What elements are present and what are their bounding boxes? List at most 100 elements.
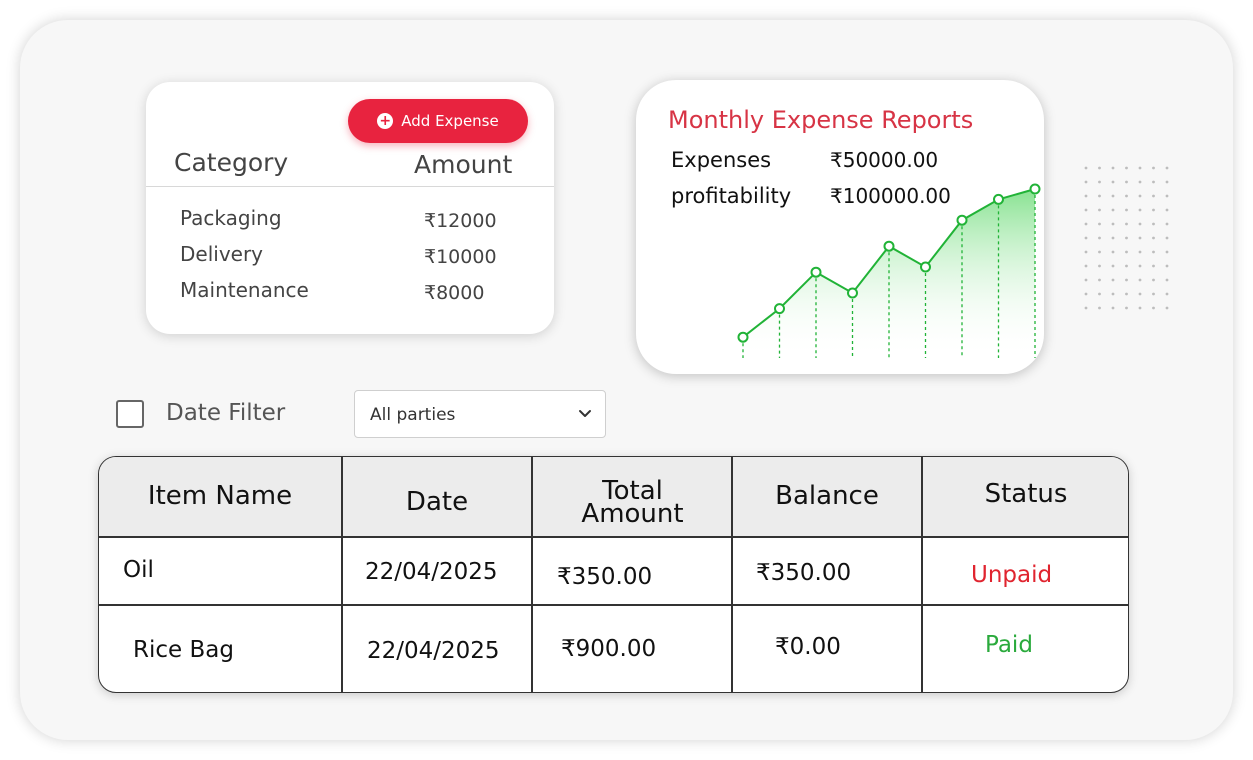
decorative-dot — [1138, 306, 1142, 310]
category-amount: ₹10000 — [424, 246, 497, 268]
status-cell: Paid — [985, 632, 1033, 658]
decorative-dot — [1111, 166, 1115, 170]
category-row: Packaging ₹12000 — [146, 206, 554, 240]
decorative-dot — [1152, 166, 1155, 170]
decorative-dot — [1098, 222, 1101, 226]
decorative-dot — [1111, 236, 1115, 240]
decorative-dot — [1165, 250, 1169, 254]
plus-circle-icon: + — [377, 113, 394, 129]
decorative-dot — [1165, 264, 1169, 268]
decorative-dot — [1084, 264, 1088, 268]
item-name-header: Item Name — [147, 481, 293, 511]
balance-cell: ₹350.00 — [756, 560, 852, 586]
category-amount: ₹8000 — [424, 282, 485, 304]
category-card: + Add Expense Category Amount Packaging … — [146, 82, 554, 334]
decorative-dot — [1165, 306, 1169, 310]
item-name-cell: Rice Bag — [133, 637, 234, 663]
decorative-dot — [1165, 278, 1169, 282]
decorative-dot — [1152, 292, 1155, 296]
decorative-dot — [1084, 208, 1088, 212]
decorative-dot — [1165, 236, 1169, 240]
status-header: Status — [984, 479, 1068, 509]
monthly-report-card: Monthly Expense Reports Expenses ₹50000.… — [636, 80, 1044, 374]
decorative-dot — [1111, 194, 1115, 198]
decorative-dot — [1084, 166, 1088, 170]
report-title: Monthly Expense Reports — [668, 106, 974, 134]
decorative-dot — [1084, 306, 1088, 310]
table-divider — [921, 457, 923, 692]
decorative-dot — [1165, 292, 1169, 296]
table-divider — [99, 604, 1128, 606]
total-amount-header: Total Amount — [533, 463, 732, 542]
decorative-dot — [1098, 194, 1101, 198]
decorative-dot — [1125, 194, 1128, 198]
chart-point — [810, 266, 822, 278]
decorative-dot — [1125, 166, 1128, 170]
profitability-value: ₹100000.00 — [830, 184, 951, 208]
decorative-dot — [1152, 250, 1155, 254]
decorative-dot — [1111, 222, 1115, 226]
total-amount-cell: ₹350.00 — [557, 564, 653, 590]
decorative-dot — [1084, 236, 1088, 240]
decorative-dot — [1111, 292, 1115, 296]
chart-point — [1029, 183, 1041, 195]
category-name: Packaging — [180, 206, 282, 230]
decorative-dot — [1152, 278, 1155, 282]
decorative-dot — [1084, 194, 1088, 198]
decorative-dot — [1098, 180, 1101, 184]
expense-trend-chart — [737, 183, 1041, 358]
decorative-dot — [1165, 222, 1169, 226]
decorative-dot — [1125, 292, 1128, 296]
decorative-dot — [1084, 250, 1088, 254]
decorative-dot — [1125, 278, 1128, 282]
party-select[interactable]: All parties — [354, 390, 606, 438]
category-row: Delivery ₹10000 — [146, 242, 554, 276]
total-amount-header-line1: Total — [602, 475, 663, 506]
decorative-dot — [1084, 222, 1088, 226]
category-name: Delivery — [180, 242, 264, 266]
decorative-dot — [1152, 180, 1155, 184]
amount-column-header: Amount — [414, 150, 513, 179]
decorative-dot — [1165, 208, 1169, 212]
decorative-dot — [1138, 264, 1142, 268]
date-filter-checkbox[interactable] — [116, 400, 144, 428]
decorative-dot — [1138, 166, 1142, 170]
chart-point — [847, 287, 858, 299]
decorative-dot — [1165, 180, 1169, 184]
item-name-cell: Oil — [123, 557, 154, 583]
decorative-dot — [1138, 292, 1142, 296]
decorative-dot — [1111, 180, 1115, 184]
table-divider — [99, 536, 1128, 538]
add-expense-label: Add Expense — [401, 112, 499, 130]
decorative-dot — [1152, 194, 1155, 198]
decorative-dot — [1165, 166, 1169, 170]
decorative-dot — [1125, 180, 1128, 184]
balance-cell: ₹0.00 — [775, 634, 841, 660]
decorative-dot — [1111, 264, 1115, 268]
decorative-dot — [1138, 236, 1142, 240]
decorative-dot — [1084, 278, 1088, 282]
decorative-dot — [1111, 306, 1115, 310]
status-cell: Unpaid — [971, 562, 1053, 588]
table-divider — [341, 457, 343, 692]
chart-point — [883, 240, 895, 252]
category-row: Maintenance ₹8000 — [146, 278, 554, 312]
chart-point — [993, 193, 1004, 205]
decorative-dot — [1152, 222, 1155, 226]
decorative-dot — [1165, 194, 1169, 198]
chart-point — [956, 214, 968, 226]
chart-point — [737, 331, 749, 343]
add-expense-button[interactable]: + Add Expense — [348, 99, 528, 143]
decorative-dot — [1138, 278, 1142, 282]
decorative-dot — [1138, 180, 1142, 184]
decorative-dot — [1125, 236, 1128, 240]
category-table-header: Category Amount — [146, 146, 554, 187]
decorative-dot-grid — [1084, 166, 1169, 310]
decorative-dot — [1125, 264, 1128, 268]
decorative-dot — [1084, 292, 1088, 296]
chart-point — [920, 261, 931, 273]
category-amount: ₹12000 — [424, 210, 497, 232]
decorative-dot — [1098, 236, 1101, 240]
category-column-header: Category — [174, 148, 289, 177]
decorative-dot — [1098, 306, 1101, 310]
